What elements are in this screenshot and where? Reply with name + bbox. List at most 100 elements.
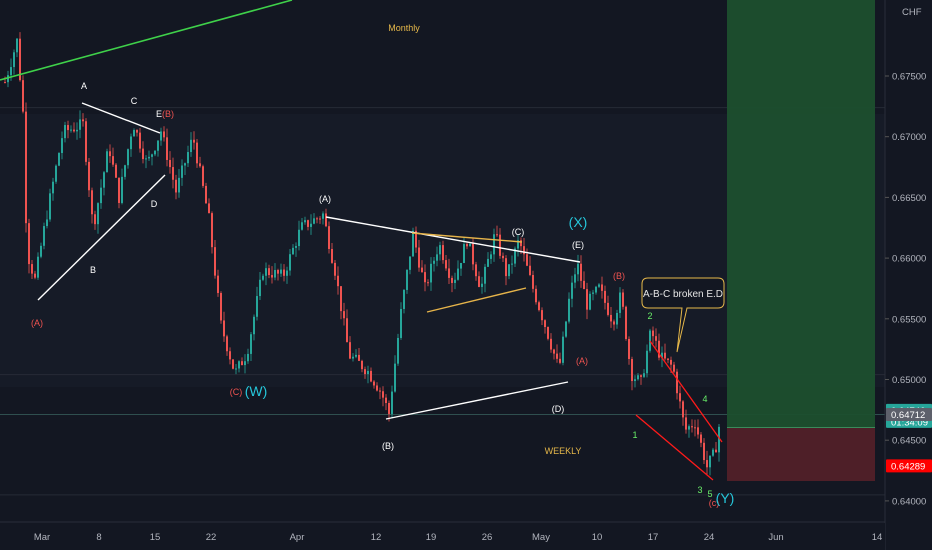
candle-body <box>634 379 636 382</box>
candle-body <box>127 149 129 166</box>
candle-body <box>139 132 141 149</box>
candle-body <box>106 151 108 173</box>
candle-body <box>394 363 396 392</box>
candle-body <box>325 213 327 227</box>
time-axis-ticks: Mar 8 15 22 Apr 12 19 26 May 10 17 24 Jun 14 <box>34 532 882 543</box>
time-tick-label: Mar <box>34 532 50 543</box>
candle-body <box>217 275 219 294</box>
candle-body <box>520 240 522 247</box>
wave-label: (Y) <box>716 490 735 506</box>
candle-body <box>559 358 561 363</box>
wave-label: (A) <box>576 356 588 366</box>
candle-body <box>457 268 459 280</box>
candle-body <box>172 167 174 180</box>
time-tick-label: 17 <box>648 532 659 543</box>
candle-body <box>169 159 171 168</box>
candle-body <box>316 218 318 220</box>
candle-body <box>67 125 69 131</box>
candle-body <box>70 129 72 131</box>
wave-label: (X) <box>569 214 588 230</box>
candle-body <box>664 352 666 359</box>
candle-body <box>112 156 114 165</box>
candle-body <box>541 310 543 321</box>
time-tick-label: 26 <box>482 532 493 543</box>
candle-body <box>679 393 681 402</box>
candle-body <box>22 80 24 112</box>
candle-body <box>571 282 573 299</box>
time-tick-label: 10 <box>592 532 603 543</box>
wave-label: 5 <box>707 489 712 499</box>
candle-body <box>118 177 120 203</box>
candle-body <box>103 172 105 188</box>
candle-body <box>640 375 642 377</box>
candle-body <box>373 381 375 386</box>
price-label-value: 0.64712 <box>891 410 925 421</box>
candle-body <box>280 269 282 274</box>
candle-body <box>451 277 453 283</box>
candle-body <box>652 330 654 337</box>
candle-body <box>529 265 531 276</box>
candle-body <box>37 256 39 278</box>
candle-body <box>205 185 207 204</box>
candle-body <box>532 275 534 289</box>
candle-body <box>223 320 225 337</box>
candle-body <box>601 284 603 291</box>
wave-label: (D) <box>552 404 565 414</box>
candle-body <box>460 262 462 269</box>
candle-body <box>481 283 483 287</box>
candle-body <box>259 279 261 297</box>
price-label-box <box>886 459 932 473</box>
candle-body <box>73 129 75 132</box>
candle-body <box>445 260 447 269</box>
candle-body <box>490 254 492 259</box>
candle-body <box>295 246 297 248</box>
candle-body <box>79 119 81 130</box>
candle-body <box>391 391 393 414</box>
candle-body <box>250 334 252 354</box>
candle-body <box>121 176 123 203</box>
candle-body <box>193 139 195 143</box>
candle-body <box>136 130 138 133</box>
candle-body <box>232 359 234 369</box>
wave-label: (B) <box>382 441 394 451</box>
candle-body <box>397 337 399 364</box>
price-axis[interactable] <box>885 0 932 550</box>
candle-body <box>511 263 513 265</box>
candle-body <box>661 352 663 358</box>
inner-triangle-lower <box>426 287 527 313</box>
candle-body <box>436 254 438 261</box>
candle-body <box>268 268 270 276</box>
candle-body <box>598 284 600 287</box>
candle-body <box>91 190 93 215</box>
candle-body <box>505 258 507 277</box>
candle-body <box>610 314 612 322</box>
candle-body <box>109 151 111 157</box>
candle-body <box>361 360 363 370</box>
candle-body <box>178 177 180 193</box>
price-tick-label: 0.65500 <box>892 314 926 325</box>
triangle-upper-line-1 <box>81 102 161 134</box>
candle-body <box>619 292 621 313</box>
candle-body <box>238 361 240 369</box>
candle-body <box>298 229 300 247</box>
candle-body <box>184 163 186 166</box>
candle-body <box>313 218 315 224</box>
wave-label: (E) <box>572 240 584 250</box>
time-axis[interactable] <box>0 523 885 550</box>
time-tick-label: Jun <box>768 532 783 543</box>
candle-body <box>556 353 558 359</box>
candle-body <box>52 181 54 194</box>
wave-label: 4 <box>702 394 707 404</box>
candle-body <box>550 338 552 350</box>
candle-body <box>388 403 390 414</box>
candle-body <box>241 361 243 366</box>
candle-body <box>496 234 498 236</box>
candle-body <box>49 193 51 220</box>
candle-body <box>196 142 198 164</box>
candle-body <box>403 289 405 309</box>
timeframe-label-weekly: WEEKLY <box>545 446 582 456</box>
candle-body <box>334 262 336 276</box>
candle-body <box>166 137 168 160</box>
wave-label: E <box>156 109 162 119</box>
